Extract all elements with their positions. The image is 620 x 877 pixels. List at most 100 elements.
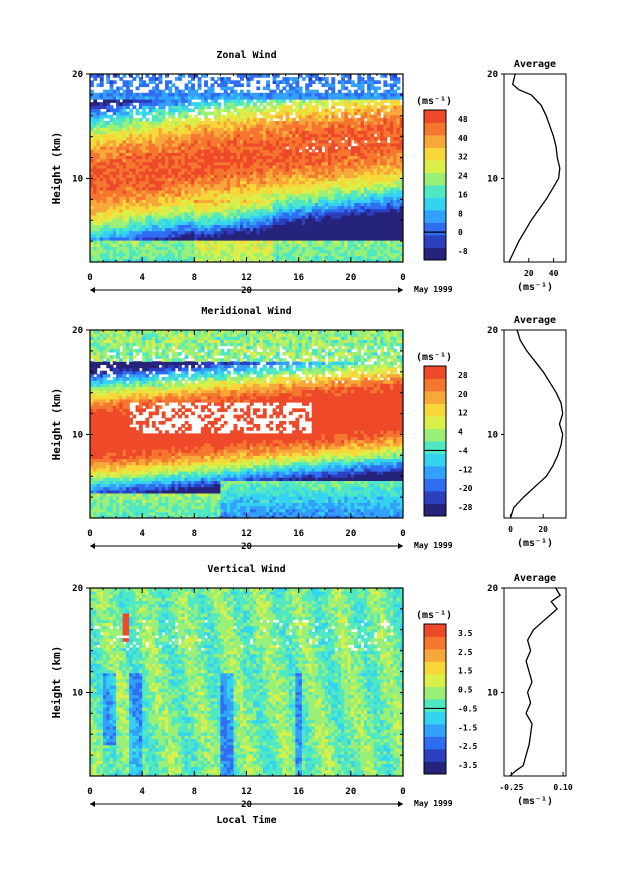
heatmap-cell <box>93 136 98 141</box>
heatmap-cell <box>181 215 186 219</box>
heatmap-cell <box>341 171 345 175</box>
heatmap-cell <box>96 180 101 185</box>
heatmap-cell <box>373 215 378 219</box>
heatmap-cell <box>148 180 153 185</box>
heatmap-cell <box>376 171 381 175</box>
heatmap-cell <box>226 102 231 106</box>
heatmap-cell <box>259 233 264 238</box>
heatmap-cell <box>272 168 277 172</box>
heatmap-cell <box>334 218 339 222</box>
heatmap-cell <box>337 224 342 229</box>
heatmap-cell <box>226 171 231 175</box>
heatmap-cell <box>90 230 94 235</box>
heatmap-cell <box>181 189 186 194</box>
heatmap-cell <box>145 215 150 219</box>
heatmap-cell <box>236 174 241 178</box>
heatmap-cell <box>373 177 378 182</box>
heatmap-cell <box>223 124 228 128</box>
heatmap-cell <box>210 130 215 135</box>
heatmap-cell <box>370 149 375 153</box>
heatmap-cell <box>96 177 101 182</box>
heatmap-cell <box>213 139 218 144</box>
heatmap-cell <box>236 205 241 210</box>
heatmap-cell <box>246 139 251 144</box>
heatmap-cell <box>272 164 277 169</box>
heatmap-cell <box>217 155 222 160</box>
heatmap-cell <box>282 193 287 197</box>
heatmap-cell <box>93 117 98 122</box>
heatmap-cell <box>240 174 244 178</box>
heatmap-cell <box>305 215 310 219</box>
heatmap-cell <box>315 164 319 169</box>
heatmap-cell <box>354 227 358 232</box>
heatmap-cell <box>236 121 241 125</box>
heatmap-cell <box>129 133 133 138</box>
heatmap-cell <box>380 161 385 166</box>
heatmap-cell <box>155 121 160 125</box>
heatmap-cell <box>217 186 222 191</box>
heatmap-cell <box>344 202 349 207</box>
heatmap-cell <box>99 199 104 203</box>
heatmap-cell <box>119 199 124 203</box>
heatmap-cell <box>266 255 270 260</box>
heatmap-cell <box>230 255 235 260</box>
heatmap-cell <box>285 127 290 131</box>
heatmap-cell <box>90 102 94 106</box>
heatmap-cell <box>288 136 293 141</box>
heatmap-cell <box>354 215 358 219</box>
heatmap-cell <box>367 258 371 262</box>
heatmap-cell <box>106 155 111 160</box>
heatmap-cell <box>292 189 296 194</box>
heatmap-cell <box>269 211 274 216</box>
heatmap-cell <box>213 136 218 141</box>
heatmap-cell <box>272 205 277 210</box>
heatmap-cell <box>367 74 371 78</box>
heatmap-cell <box>168 171 173 175</box>
heatmap-cell <box>321 142 326 147</box>
heatmap-cell <box>240 171 244 175</box>
heatmap-cell <box>151 258 156 262</box>
heatmap-cell <box>135 117 140 122</box>
heatmap-cell <box>103 136 107 141</box>
heatmap-cell <box>308 171 313 175</box>
heatmap-cell <box>151 77 156 81</box>
heatmap-cell <box>217 127 222 131</box>
heatmap-cell <box>246 164 251 169</box>
heatmap-cell <box>181 230 186 235</box>
heatmap-cell <box>376 218 381 222</box>
heatmap-cell <box>350 152 355 156</box>
heatmap-cell <box>288 168 293 172</box>
heatmap-cell <box>311 158 316 163</box>
heatmap-cell <box>331 174 336 178</box>
heatmap-cell <box>370 121 375 125</box>
heatmap-cell <box>155 99 160 103</box>
heatmap-cell <box>318 211 323 216</box>
heatmap-cell <box>305 193 310 197</box>
heatmap-cell <box>210 189 215 194</box>
heatmap-cell <box>178 121 182 125</box>
heatmap-cell <box>288 117 293 122</box>
heatmap-cell <box>360 92 365 97</box>
heatmap-cell <box>253 218 257 222</box>
heatmap-cell <box>132 161 137 166</box>
heatmap-cell <box>292 246 296 250</box>
heatmap-cell <box>220 155 225 160</box>
heatmap-cell <box>96 142 101 147</box>
heatmap-cell <box>106 193 111 197</box>
heatmap-cell <box>288 89 293 94</box>
heatmap-cell <box>285 155 290 160</box>
heatmap-cell <box>344 161 349 166</box>
heatmap-cell <box>318 164 323 169</box>
heatmap-cell <box>119 218 124 222</box>
heatmap-cell <box>223 142 228 147</box>
heatmap-cell <box>220 146 225 150</box>
heatmap-cell <box>337 208 342 213</box>
heatmap-cell <box>328 83 332 88</box>
heatmap-cell <box>295 89 300 94</box>
heatmap-cell <box>181 136 186 141</box>
heatmap-cell <box>334 246 339 250</box>
heatmap-cell <box>331 164 336 169</box>
heatmap-cell <box>328 183 332 188</box>
heatmap-cell <box>256 196 261 200</box>
heatmap-cell <box>109 89 114 94</box>
